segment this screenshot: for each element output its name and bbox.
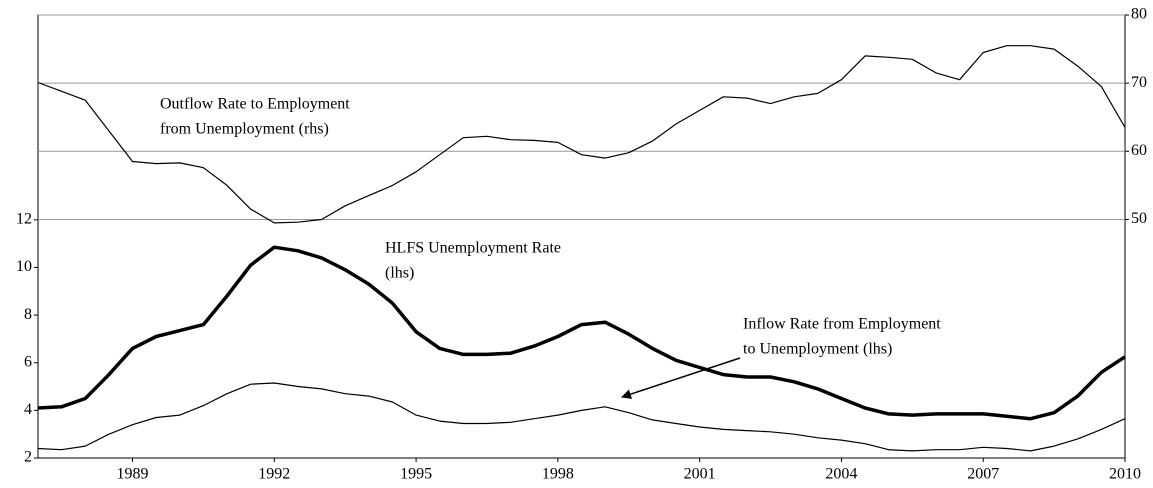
annotation: Outflow Rate to Employment — [160, 96, 350, 113]
series-line — [37, 245, 1126, 421]
y-tick-label: 8 — [24, 306, 32, 323]
x-tick-label: 2004 — [825, 466, 857, 483]
x-tick-label: 1989 — [117, 466, 149, 483]
annotation: HLFS Unemployment Rate — [385, 240, 561, 257]
annotation-arrow — [621, 357, 741, 399]
series-line — [37, 382, 1126, 452]
y2-tick-label: 50 — [1131, 210, 1147, 227]
y2-tick-label: 60 — [1131, 142, 1147, 159]
x-tick-label: 2007 — [967, 466, 999, 483]
y-tick-label: 2 — [24, 449, 32, 466]
x-tick-label: 1998 — [542, 466, 574, 483]
y-tick-label: 6 — [24, 353, 32, 370]
y-tick-label: 12 — [16, 210, 32, 227]
plot-frame — [37, 14, 1126, 459]
y-tick-label: 10 — [16, 258, 32, 275]
x-tick-label: 1992 — [258, 466, 290, 483]
x-tick-label: 2010 — [1109, 466, 1141, 483]
annotation: from Unemployment (rhs) — [160, 121, 329, 138]
x-tick-label: 2001 — [684, 466, 716, 483]
y2-tick-label: 80 — [1131, 6, 1147, 23]
y2-tick-label: 70 — [1131, 74, 1147, 91]
y-tick-label: 4 — [24, 401, 32, 418]
annotation: Inflow Rate from Employment — [743, 316, 941, 333]
annotation: (lhs) — [385, 265, 414, 282]
annotation: to Unemployment (lhs) — [743, 341, 892, 358]
x-tick-label: 1995 — [400, 466, 432, 483]
series-line — [37, 45, 1126, 224]
